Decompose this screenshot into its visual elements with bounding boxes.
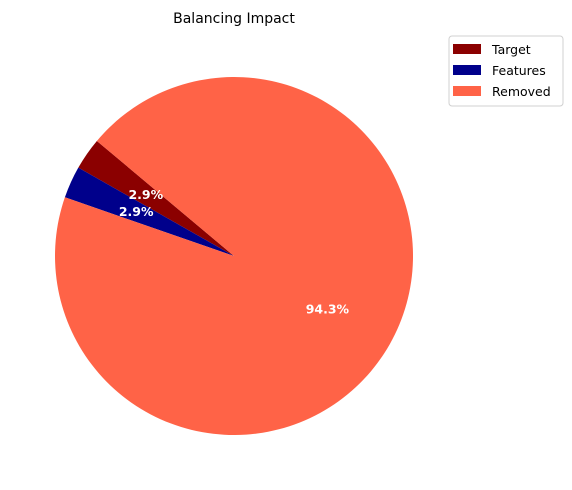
legend-swatch-target: [453, 44, 481, 54]
pie-value-label-features: 2.9%: [119, 204, 154, 219]
legend-label-features: Features: [492, 63, 546, 78]
legend-swatch-features: [453, 65, 481, 75]
pie-slice-removed: [55, 76, 414, 435]
pie-slices: [55, 76, 414, 435]
pie-value-labels: 2.9% 2.9% 94.3%: [119, 187, 350, 316]
chart-title: Balancing Impact: [173, 11, 295, 27]
legend-label-removed: Removed: [492, 84, 551, 99]
legend-swatch-removed: [453, 86, 481, 96]
pie-value-label-target: 2.9%: [128, 187, 163, 202]
legend-label-target: Target: [491, 42, 531, 57]
pie-slice-features: [64, 167, 235, 256]
pie-value-label-removed: 94.3%: [306, 302, 350, 317]
legend: Target Features Removed: [448, 35, 564, 107]
pie-slice-target: [78, 140, 234, 256]
